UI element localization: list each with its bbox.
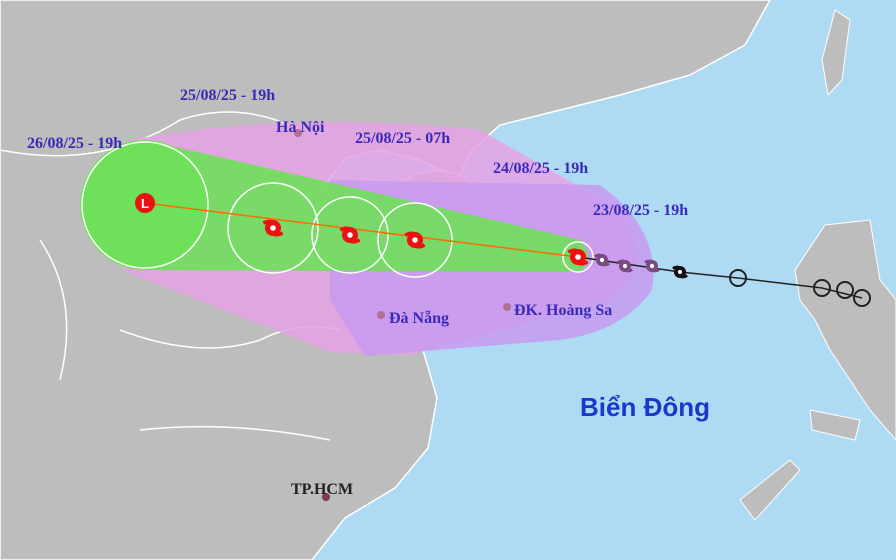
storm-arm [594,253,610,267]
time-label: 23/08/25 - 19h [593,202,688,219]
storm-arm [404,231,426,249]
storm-arm [644,259,660,273]
storm-eye [412,237,418,243]
time-label: 24/08/25 - 19h [493,160,588,177]
storm-eye [599,257,605,263]
city-dot [377,311,385,319]
city-dot [294,129,302,137]
island-label: ĐK. Hoàng Sa [514,302,612,319]
taiwan [821,9,851,97]
islands [739,409,861,521]
storm-arm [567,248,589,266]
low-icon [135,193,155,213]
storm-eye [270,225,276,231]
storm-eye [649,263,655,269]
storm-arm [672,265,688,279]
storm-arm [262,219,284,237]
city-label: Đà Nẵng [389,310,449,327]
storm-eye [347,232,353,238]
storm-eye [677,269,683,275]
time-label: 25/08/25 - 07h [355,130,450,147]
storm-eye [622,263,628,269]
storm-arm [617,259,633,273]
strong-wind-zone [112,140,588,272]
forecast-track [144,202,579,258]
sea-label: Biển Đông [580,392,710,422]
city-label: Hà Nội [276,119,325,136]
past-track [577,256,863,299]
luzon [794,219,896,441]
storm-arm [339,226,361,244]
city-dot [322,493,330,501]
time-label: 25/08/25 - 19h [180,87,275,104]
storm-eye [575,254,581,260]
wind-circles [81,141,594,278]
time-label: 26/08/25 - 19h [27,135,122,152]
storm-icons [262,219,688,279]
low-label: L [141,196,149,211]
city-label: TP.HCM [291,481,353,498]
past-positions [729,269,871,307]
city-dot [503,303,511,311]
borders [0,111,341,441]
